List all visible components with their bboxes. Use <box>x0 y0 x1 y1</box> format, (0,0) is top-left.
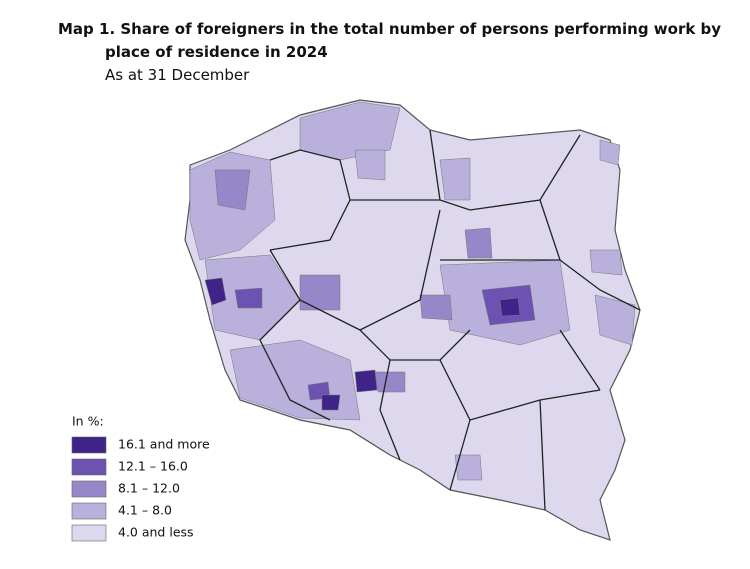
legend-swatch <box>71 436 107 454</box>
legend-swatch <box>71 480 107 498</box>
region <box>354 149 386 181</box>
legend: In %: 16.1 and more 12.1 – 16.0 8.1 – 12.0… <box>71 414 210 542</box>
region <box>499 297 521 317</box>
border <box>539 399 546 511</box>
border <box>539 199 641 311</box>
regions <box>189 101 636 481</box>
legend-swatch <box>71 458 107 476</box>
region <box>354 369 378 393</box>
legend-label: 12.1 – 16.0 <box>118 459 188 474</box>
region <box>299 274 341 311</box>
region <box>321 394 341 411</box>
region <box>439 157 471 201</box>
legend-label: 16.1 and more <box>118 437 210 452</box>
legend-swatch <box>71 502 107 520</box>
border <box>559 329 601 391</box>
region <box>234 287 263 309</box>
voivodeship-borders <box>259 129 641 511</box>
legend-label: 4.1 – 8.0 <box>118 503 172 518</box>
legend-label: 4.0 and less <box>118 525 194 540</box>
border <box>449 419 471 491</box>
border <box>429 129 581 211</box>
map-title: Map 1. Share of foreigners in the total … <box>58 20 722 61</box>
region <box>599 139 621 166</box>
legend-label: 8.1 – 12.0 <box>118 481 180 496</box>
border <box>269 149 351 251</box>
country-area <box>184 99 641 541</box>
border <box>359 329 471 361</box>
region <box>454 454 483 481</box>
region <box>464 227 493 259</box>
border <box>379 359 401 461</box>
region <box>589 249 623 276</box>
legend-title: In %: <box>72 414 104 429</box>
region <box>204 277 227 306</box>
map-subtitle: As at 31 December <box>105 66 250 84</box>
region <box>594 294 636 346</box>
region <box>419 294 453 321</box>
region <box>374 371 406 393</box>
border <box>439 359 601 421</box>
region <box>214 169 251 211</box>
border <box>259 299 331 421</box>
legend-swatch <box>71 524 107 542</box>
